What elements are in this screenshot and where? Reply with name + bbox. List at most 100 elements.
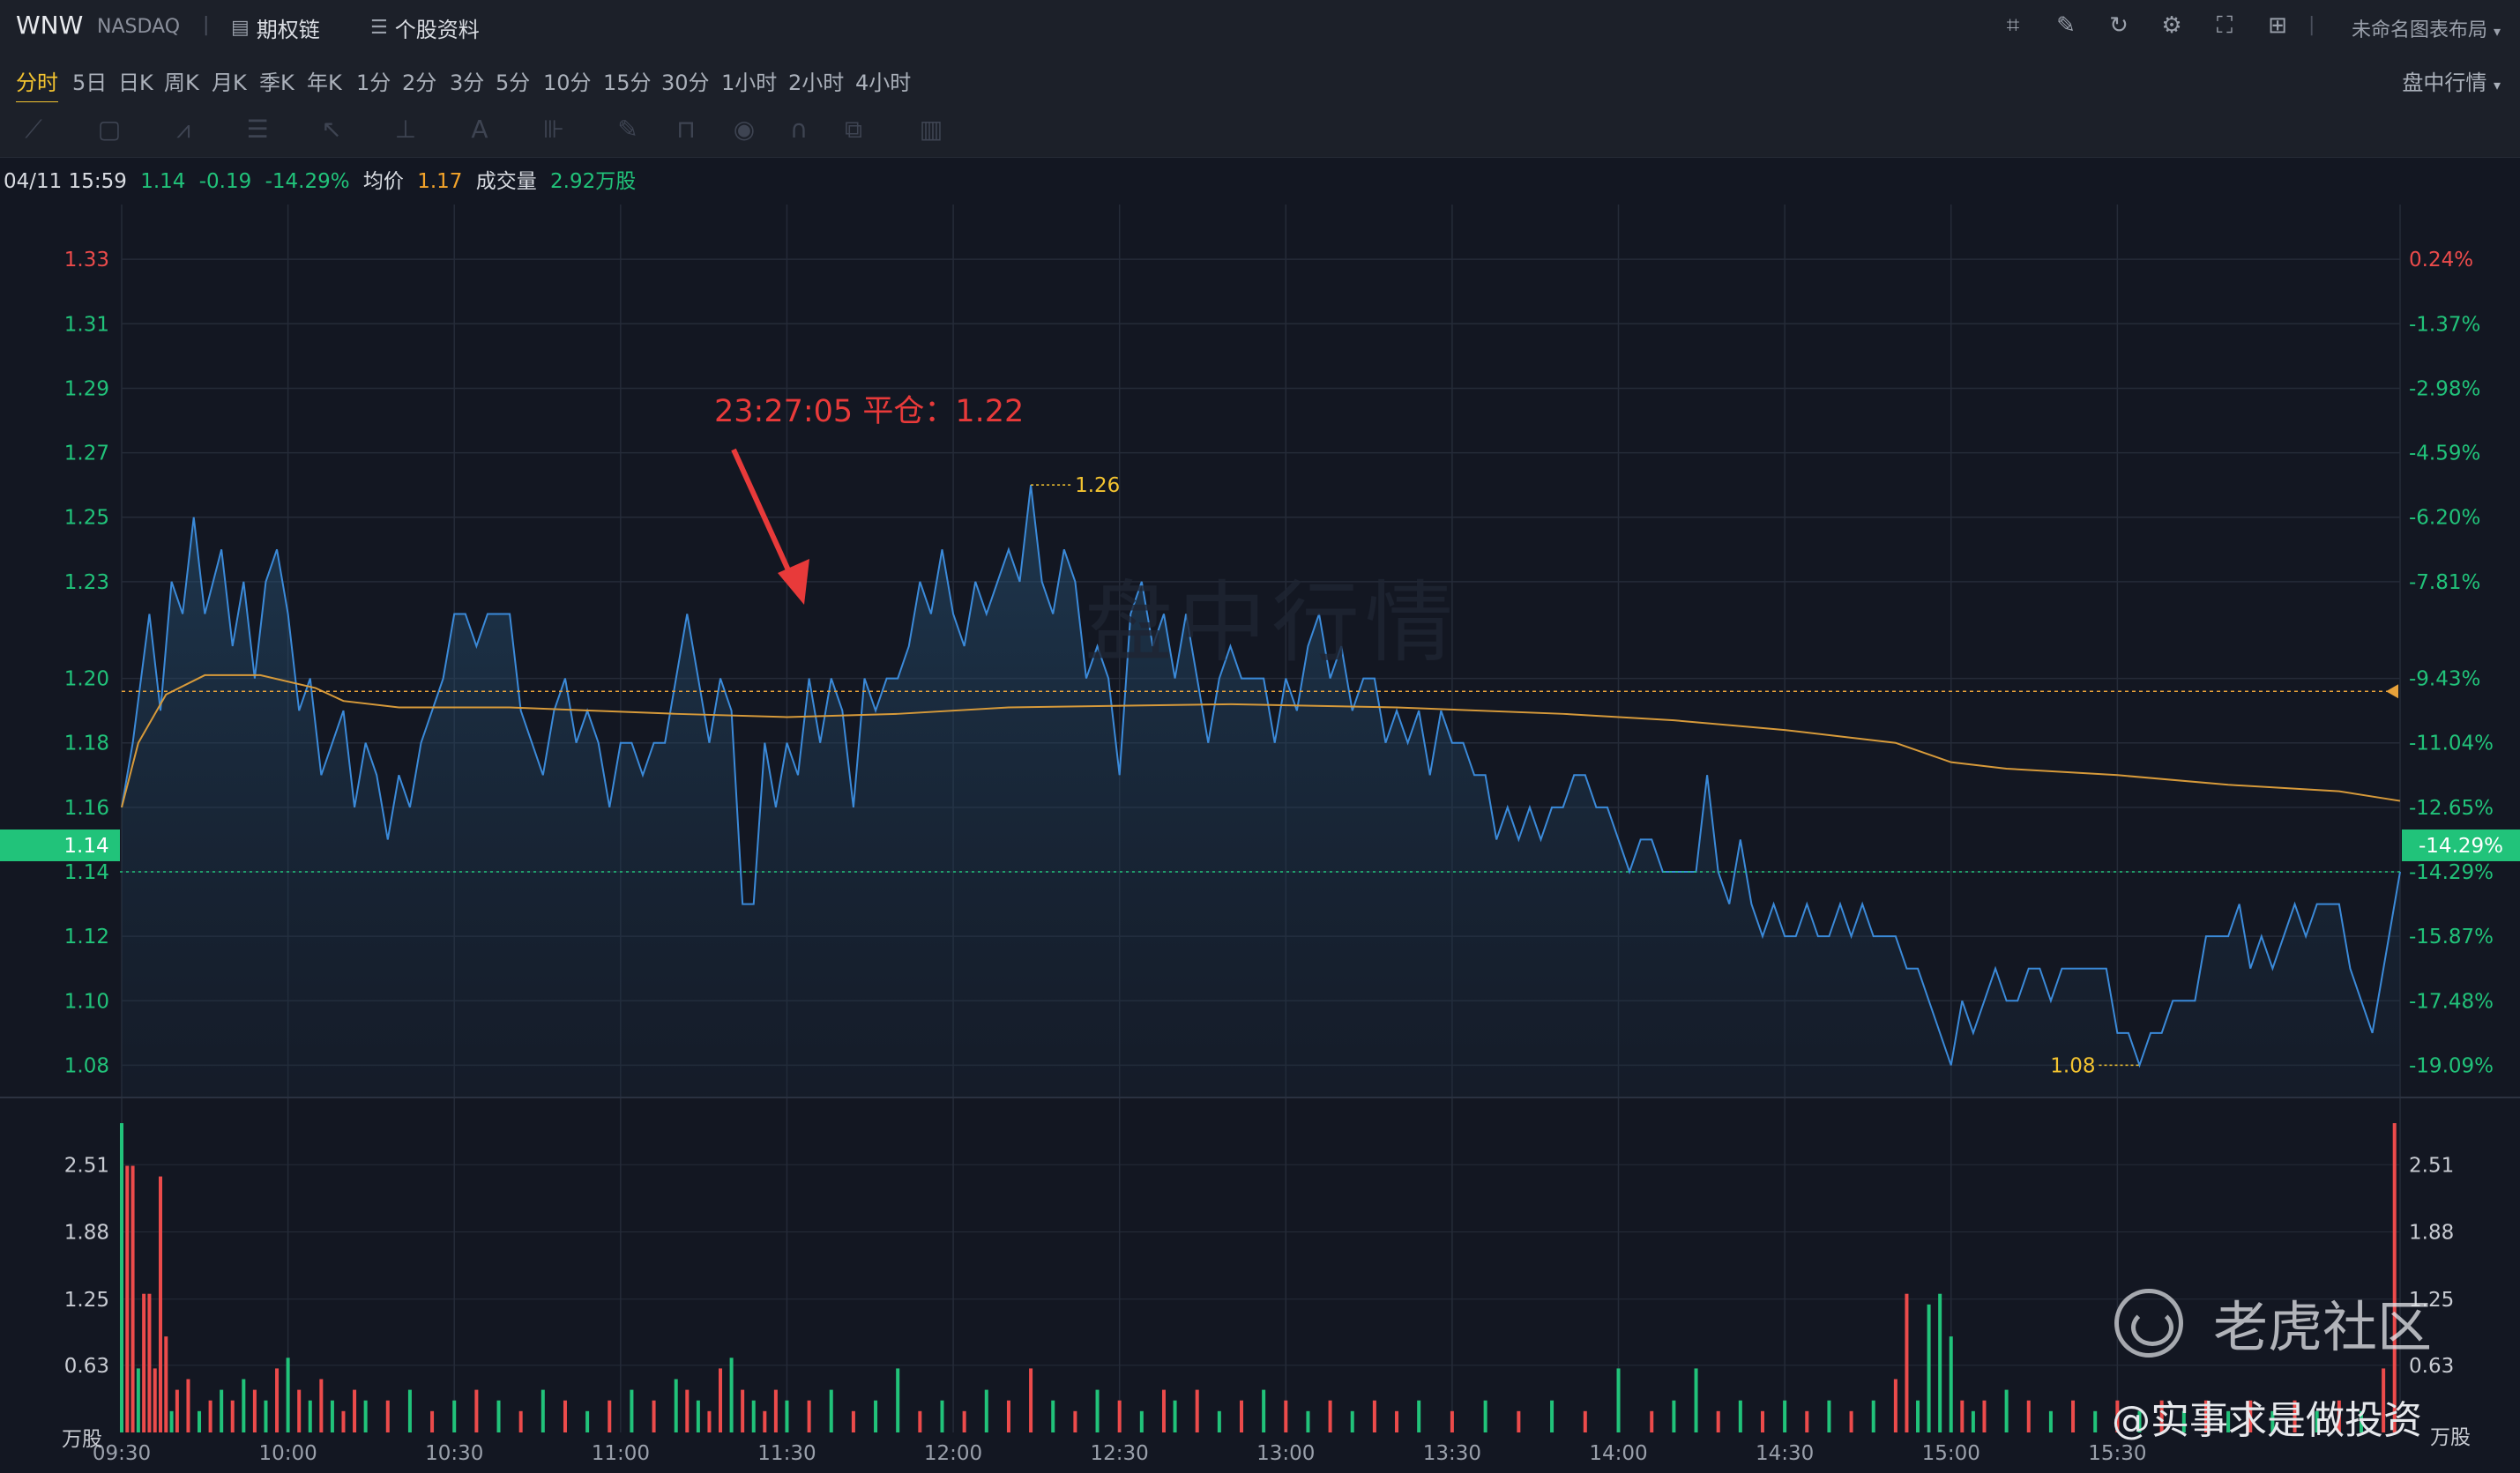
volume-bar [1161,1389,1166,1432]
volume-bar [1849,1410,1853,1432]
refresh-icon[interactable]: ↻ [2109,12,2129,39]
time-tick-label: 15:00 [1922,1442,1980,1465]
volume-bar [674,1379,678,1432]
volume-bar [264,1400,268,1432]
volume-bar [541,1389,545,1432]
interval-tab[interactable]: 月K [212,71,247,95]
layout-selector[interactable]: 未命名图表布局 ▾ [2352,14,2501,42]
price-tick-label: 1.12 [64,926,109,949]
volume-bar [430,1410,435,1432]
volume-bars [120,1123,2397,1432]
volume-bar [851,1410,855,1432]
interval-tab[interactable]: 1分 [356,71,391,95]
volume-bar [829,1389,833,1432]
symbol-label[interactable]: WNW [16,11,84,40]
trash-icon[interactable]: ▥ [919,115,943,144]
tiger-logo-icon [2114,1289,2183,1358]
volume-bar [159,1176,163,1432]
interval-tab[interactable]: 2小时 [788,71,845,95]
volume-bar [1173,1400,1177,1432]
volume-bar [729,1358,734,1432]
grid-layout-icon[interactable]: ⊞ [2268,12,2287,39]
pen-icon[interactable]: ✎ [2056,12,2076,39]
chart-icon[interactable]: ⌗ [2006,12,2020,39]
line-tool-icon[interactable]: ⟋ [25,115,42,144]
price-line [121,485,2401,1068]
volume-bar [2226,1410,2231,1432]
measure-tool-icon[interactable]: ⊥ [394,115,417,144]
volume-bar [1284,1400,1288,1432]
volume-bar [297,1389,302,1432]
previous-close-marker [2386,684,2398,699]
caret-down-icon: ▾ [2493,23,2501,40]
intraday-chart[interactable]: 1.33 1.31 1.29 1.27 1.25 1.23 1.20 1.18 1.16 1.14… [0,199,2520,1473]
session-mode-label: 盘中行情 [2402,71,2487,95]
low-marker-label: 1.08 [2050,1054,2095,1077]
volume-bar [1195,1389,1199,1432]
volume-bar [1672,1400,1676,1432]
volume-bar [452,1400,457,1432]
interval-tab[interactable]: 周K [164,71,199,95]
volume-tick-label: 1.88 [64,1222,109,1245]
indicator-tool-icon[interactable]: ⊪ [542,115,565,144]
rect-tool-icon[interactable]: ▢ [97,115,122,144]
interval-tab[interactable]: 4小时 [855,71,912,95]
fullscreen-icon[interactable]: ⛶ [2216,12,2233,39]
volume-tick-label: 2.51 [64,1154,109,1177]
volume-bar [2203,1400,2208,1432]
avg-price-label: 均价 [362,170,404,193]
interval-tab[interactable]: 3分 [450,71,485,95]
time-tick-label: 13:30 [1423,1442,1481,1465]
fib-tool-icon[interactable]: ☰ [246,115,269,144]
options-chain-button[interactable]: ▤ 期权链 [231,12,320,43]
volume-bar [1328,1400,1332,1432]
clone-icon[interactable]: ⧉ [845,115,862,144]
interval-tab[interactable]: 季K [259,71,294,95]
volume-value: 2.92万股 [550,170,637,193]
interval-tab[interactable]: 年K [307,71,342,95]
eye-icon[interactable]: ◉ [733,115,756,144]
last-pct-badge-text: -14.29% [2419,835,2503,858]
volume-bar [2137,1410,2142,1432]
interval-tab[interactable]: 日K [118,71,153,95]
gear-icon[interactable]: ⚙ [2161,12,2182,39]
interval-tab[interactable]: 5日 [72,71,108,95]
volume-bar [751,1400,756,1432]
stock-profile-button[interactable]: ☰ 个股资料 [370,12,480,43]
interval-tab[interactable]: 10分 [543,71,592,95]
volume-bar [1239,1400,1243,1432]
volume-bar [2315,1410,2319,1432]
volume-bar [1139,1410,1144,1432]
lock-icon[interactable]: ⊓ [676,115,696,144]
volume-bar [341,1410,346,1432]
session-mode-selector[interactable]: 盘中行情 ▾ [2402,65,2501,96]
interval-tab[interactable]: 5分 [496,71,531,95]
volume-tick-label-right: 1.25 [2409,1289,2454,1312]
percent-tick-label: -7.81% [2409,571,2480,594]
high-marker-label: 1.26 [1075,474,1120,497]
magnet-icon[interactable]: ∩ [789,115,809,144]
volume-tick-label-right: 2.51 [2409,1154,2454,1177]
interval-tab[interactable]: 15分 [603,71,652,95]
volume-bar [2293,1400,2297,1432]
text-tool-icon[interactable]: A [471,115,488,144]
interval-tab[interactable]: 2分 [402,71,437,95]
time-tick-label: 14:00 [1589,1442,1647,1465]
exchange-label: NASDAQ [97,16,181,38]
interval-tab[interactable]: 30分 [661,71,710,95]
volume-bar [696,1400,700,1432]
percent-tick-label: -11.04% [2409,733,2494,755]
interval-tab[interactable]: 1小时 [721,71,778,95]
volume-unit-label: 万股 [62,1428,102,1451]
time-tick-label: 10:00 [258,1442,317,1465]
brush-icon[interactable]: ✎ [617,115,638,144]
volume-bar [1927,1304,1931,1432]
volume-bar [1262,1389,1266,1432]
interval-tab[interactable]: 分时 [16,65,58,104]
pattern-tool-icon[interactable]: ⩘ [176,115,190,144]
volume-bar [1550,1400,1554,1432]
volume-bar [164,1336,168,1432]
cursor-tool-icon[interactable]: ↖ [321,115,342,144]
annotation-arrow-shaft [731,448,796,584]
avg-price-value: 1.17 [417,170,463,193]
